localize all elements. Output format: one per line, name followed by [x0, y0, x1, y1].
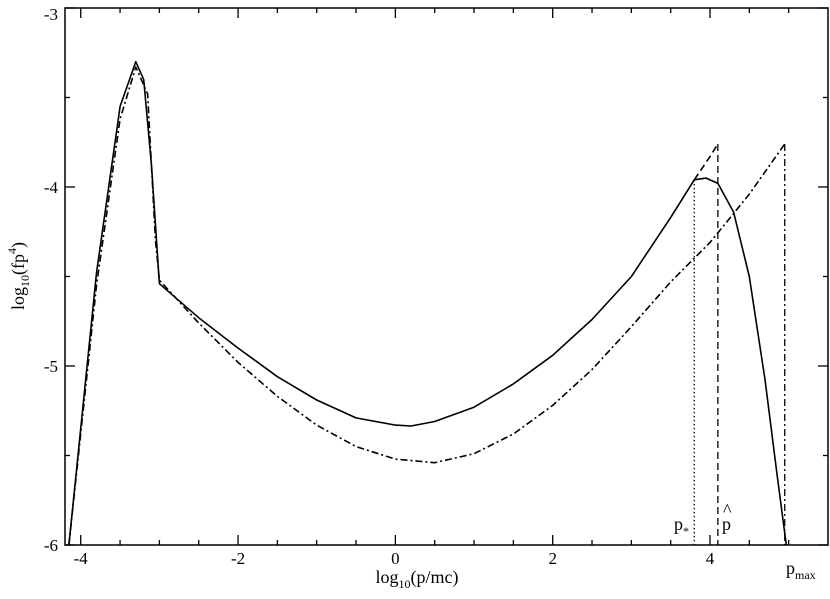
y-tick-label: -3 [44, 5, 58, 24]
axis-layer: -4 -2 0 2 4 -6 -5 -4 -3 [44, 5, 828, 568]
x-axis-title: log10(p/mc) [376, 567, 459, 591]
x-tick-label: -4 [74, 549, 89, 568]
y-tick-label: -5 [44, 357, 58, 376]
annotation-p-hat: p [722, 514, 731, 534]
x-tick-label: -2 [231, 549, 245, 568]
series-line-solid [68, 60, 788, 546]
annotation-p-star: p* [674, 514, 689, 538]
marker-layer [693, 144, 786, 545]
annotation-p-max: pmax [786, 558, 816, 582]
series-line-dashed [693, 143, 719, 181]
annotation-p-hat-accent: ^ [723, 500, 732, 520]
x-tick-label: 2 [548, 549, 557, 568]
y-tick-label: -4 [44, 178, 59, 197]
x-tick-label: 0 [391, 549, 400, 568]
y-tick-label: -6 [44, 536, 58, 555]
x-tick-label: 4 [706, 549, 715, 568]
series-layer [68, 60, 788, 546]
plot-frame [64, 7, 829, 546]
y-axis-title: log10(fp4) [5, 242, 32, 310]
plot-area [64, 7, 829, 546]
series-line-dash-dot [68, 66, 786, 546]
